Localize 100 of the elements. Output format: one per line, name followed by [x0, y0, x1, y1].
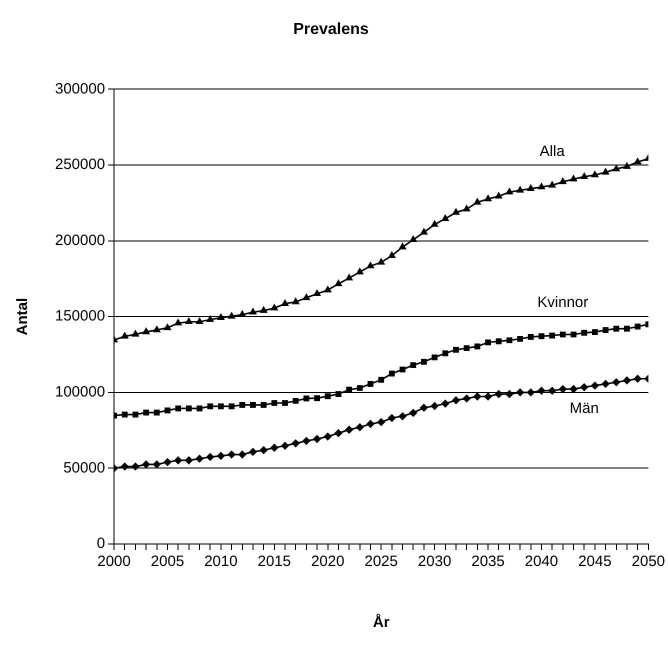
point	[142, 460, 150, 468]
x-tick-label: 2040	[524, 553, 558, 570]
point	[474, 198, 481, 205]
point	[484, 195, 492, 202]
point	[271, 400, 278, 406]
point	[506, 337, 512, 344]
point	[186, 406, 192, 412]
point	[335, 280, 342, 286]
point	[506, 188, 513, 194]
point	[624, 162, 630, 169]
point	[196, 406, 202, 412]
y-tick-label: 300000	[54, 80, 106, 98]
point	[132, 412, 138, 418]
point	[538, 386, 546, 395]
point	[249, 448, 257, 456]
point	[143, 410, 150, 416]
point	[132, 462, 140, 470]
point	[591, 382, 599, 390]
point	[634, 158, 642, 164]
point	[292, 440, 300, 448]
point	[549, 332, 556, 338]
point	[185, 456, 193, 464]
point	[462, 394, 470, 402]
point	[388, 370, 395, 377]
point	[346, 274, 353, 280]
point	[432, 354, 438, 360]
point	[409, 409, 418, 417]
point	[474, 392, 482, 400]
point	[580, 172, 588, 179]
point	[623, 376, 631, 384]
point	[260, 402, 267, 408]
series-label: Män	[570, 400, 599, 417]
point	[153, 326, 160, 332]
x-tick-label: 2045	[578, 553, 612, 570]
y-tick-label: 250000	[54, 156, 106, 174]
point	[314, 290, 320, 296]
point	[250, 402, 256, 408]
x-tick-label: 2050	[632, 553, 666, 570]
point	[613, 326, 620, 332]
point	[463, 205, 470, 212]
point	[559, 178, 566, 184]
point	[228, 450, 236, 458]
point	[452, 208, 460, 215]
point	[142, 328, 150, 334]
point	[420, 404, 428, 412]
point	[324, 432, 332, 440]
point	[313, 435, 321, 443]
point	[281, 442, 289, 450]
point	[132, 330, 139, 337]
point	[484, 392, 492, 400]
point	[175, 406, 182, 412]
point	[218, 403, 224, 410]
point	[485, 339, 491, 346]
point	[324, 393, 331, 400]
point	[464, 345, 470, 352]
point	[442, 350, 448, 356]
point	[421, 358, 427, 365]
point	[410, 362, 416, 368]
point	[474, 344, 480, 350]
point	[292, 398, 299, 404]
point	[410, 236, 417, 242]
x-axis-title: År	[372, 613, 390, 632]
x-tick-label: 2020	[311, 553, 344, 570]
point	[517, 336, 524, 342]
point	[314, 395, 320, 402]
point	[624, 326, 630, 332]
point	[238, 310, 246, 317]
point	[334, 429, 342, 437]
point	[591, 171, 598, 178]
series-label: Kvinnor	[537, 294, 588, 312]
point	[270, 304, 278, 310]
point	[580, 383, 588, 392]
x-tick-label: 2015	[258, 553, 292, 570]
point	[206, 316, 214, 322]
x-tick-label: 2035	[471, 553, 505, 570]
point	[366, 420, 374, 428]
point	[602, 168, 609, 175]
point	[420, 228, 428, 235]
point	[217, 452, 225, 460]
point	[121, 332, 128, 339]
point	[120, 462, 129, 470]
point	[441, 400, 450, 408]
y-tick-label: 100000	[54, 384, 106, 401]
point	[356, 385, 363, 391]
point	[538, 183, 545, 190]
point	[174, 456, 182, 464]
point	[292, 298, 300, 304]
series-label: Alla	[540, 142, 566, 160]
x-tick-label: 2010	[204, 553, 238, 570]
point	[228, 403, 235, 410]
x-tick-label: 2005	[150, 553, 184, 570]
y-tick-label: 200000	[54, 232, 106, 249]
point	[218, 314, 224, 320]
point	[303, 396, 310, 402]
point	[206, 453, 214, 461]
point	[228, 312, 235, 319]
point	[250, 308, 256, 315]
point	[516, 388, 524, 396]
point	[442, 214, 449, 221]
point	[602, 327, 608, 334]
